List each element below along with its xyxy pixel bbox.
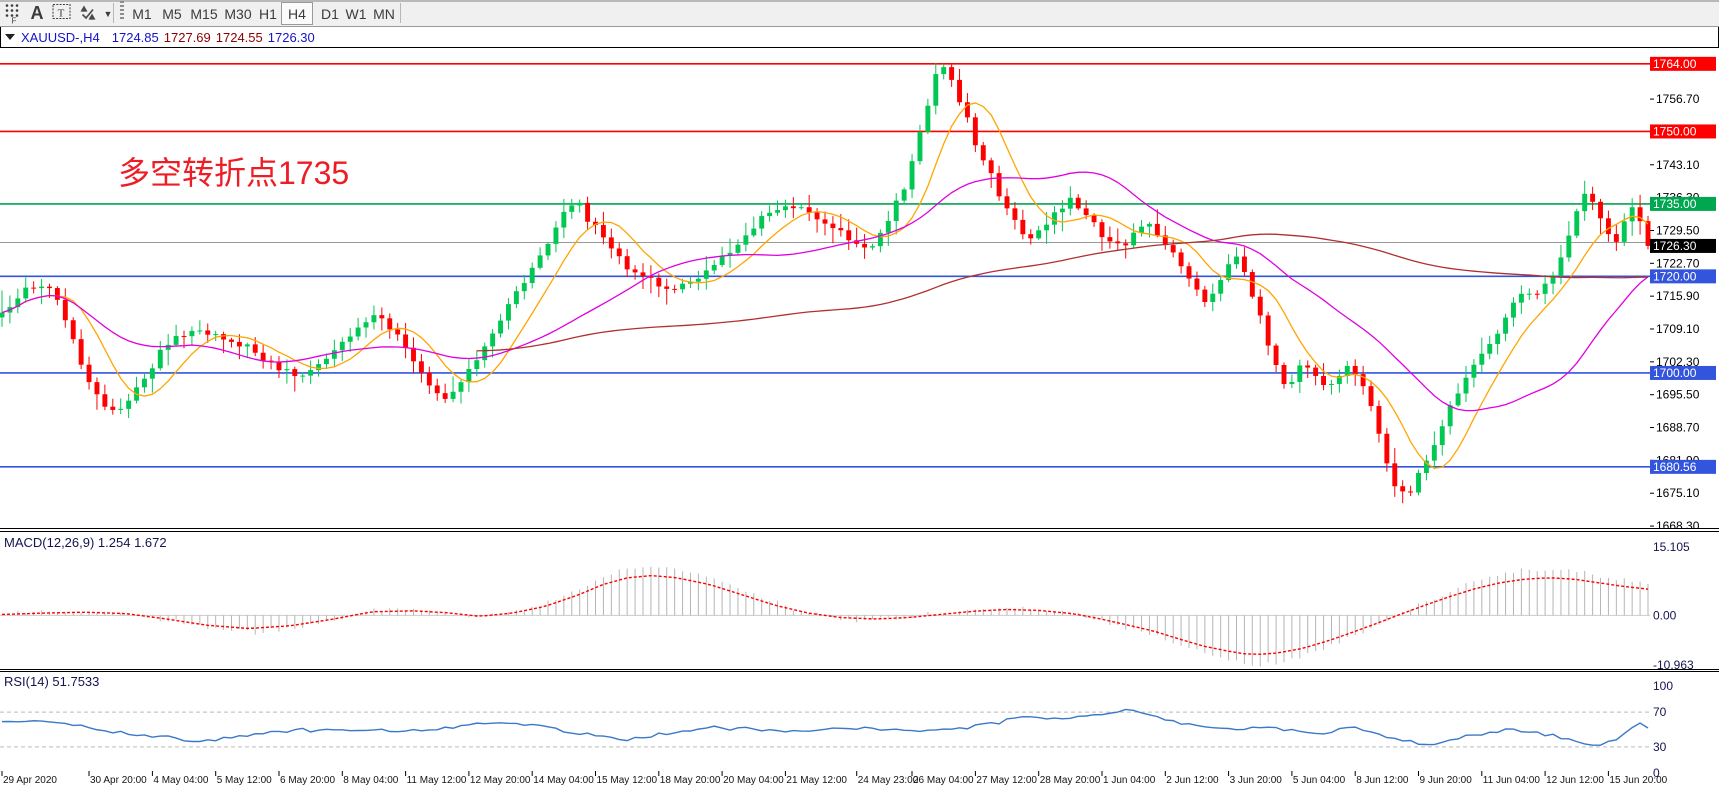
svg-text:1715.90: 1715.90	[1656, 289, 1700, 303]
svg-text:100: 100	[1653, 679, 1673, 693]
svg-text:1680.56: 1680.56	[1653, 460, 1697, 474]
svg-text:1764.00: 1764.00	[1653, 57, 1697, 71]
svg-text:F: F	[12, 17, 17, 26]
svg-text:1675.10: 1675.10	[1656, 486, 1700, 500]
svg-text:T: T	[58, 8, 65, 20]
svg-text:1668.30: 1668.30	[1656, 519, 1700, 529]
svg-text:1720.00: 1720.00	[1653, 269, 1697, 283]
svg-text:-10.963: -10.963	[1653, 658, 1694, 670]
svg-text:1688.70: 1688.70	[1656, 421, 1700, 435]
svg-text:1743.10: 1743.10	[1656, 158, 1700, 172]
svg-text:1735.00: 1735.00	[1653, 197, 1697, 211]
svg-text:1729.50: 1729.50	[1656, 223, 1700, 237]
svg-text:1695.50: 1695.50	[1656, 388, 1700, 402]
svg-text:1700.00: 1700.00	[1653, 366, 1697, 380]
svg-text:1756.70: 1756.70	[1656, 92, 1700, 106]
svg-text:1722.70: 1722.70	[1656, 256, 1700, 270]
svg-text:70: 70	[1653, 705, 1667, 719]
svg-text:30: 30	[1653, 740, 1667, 754]
svg-text:1709.10: 1709.10	[1656, 322, 1700, 336]
svg-text:0.00: 0.00	[1653, 608, 1677, 622]
svg-text:15.105: 15.105	[1653, 540, 1690, 554]
svg-text:1750.00: 1750.00	[1653, 124, 1697, 138]
svg-text:1726.30: 1726.30	[1653, 239, 1697, 253]
